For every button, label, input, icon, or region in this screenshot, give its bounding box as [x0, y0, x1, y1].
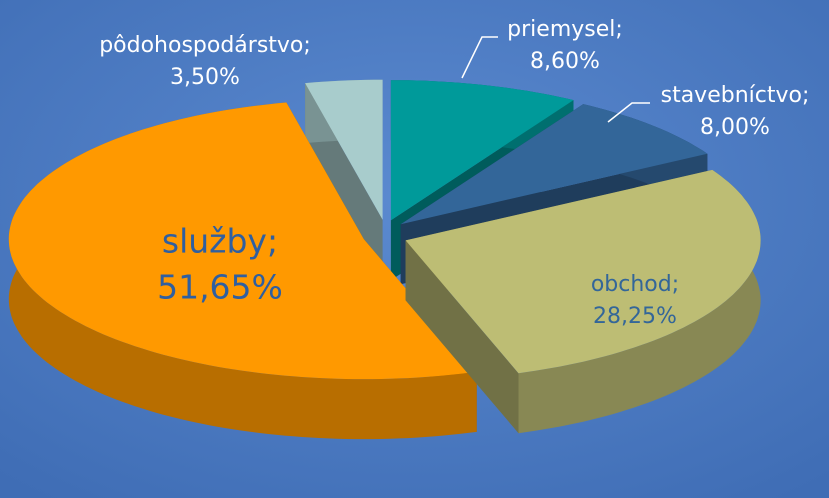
slice [390, 80, 574, 221]
slice-value-label: 51,65% [157, 268, 283, 307]
slice [400, 104, 708, 225]
slice-value-label: 8,60% [530, 49, 600, 74]
slice-label: stavebníctvo; [661, 83, 810, 108]
slice [405, 169, 761, 374]
slice-label: priemysel; [507, 17, 623, 42]
slice-side [518, 169, 761, 434]
slice-label: služby; [162, 222, 278, 261]
slice-label: obchod; [591, 272, 679, 297]
slice-label: pôdohospodárstvo; [99, 33, 311, 58]
labels: priemysel; 8,60% stavebníctvo; 8,00% obchod;… [99, 17, 809, 329]
pie [8, 79, 761, 440]
slice-value-label: 8,00% [700, 115, 770, 140]
slice [305, 79, 383, 220]
slice-value-label: 28,25% [593, 304, 677, 329]
slice-value-label: 3,50% [170, 65, 240, 90]
leader-line [607, 102, 650, 123]
slice-cut-face [405, 240, 519, 434]
leader-line [461, 36, 498, 79]
slice [8, 102, 477, 380]
